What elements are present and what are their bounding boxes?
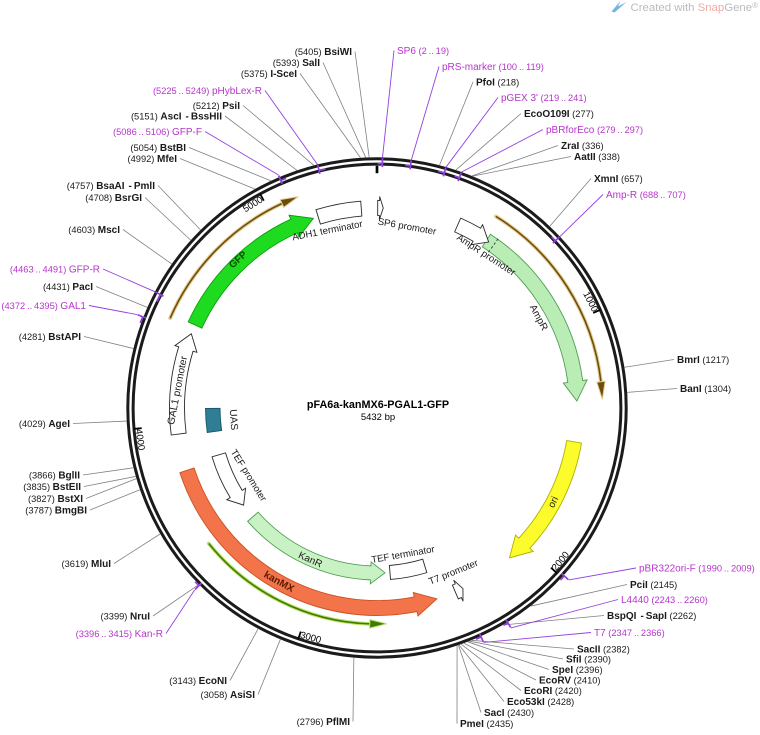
svg-text:(4463 .. 4491) GFP-R: (4463 .. 4491) GFP-R — [10, 265, 100, 276]
svg-text:(3835) BstEII: (3835) BstEII — [23, 482, 81, 493]
svg-text:EcoO109I (277): EcoO109I (277) — [524, 109, 594, 120]
svg-text:PfoI (218): PfoI (218) — [476, 78, 519, 89]
svg-text:(4708) BsrGI: (4708) BsrGI — [85, 193, 142, 204]
svg-text:PciI (2145): PciI (2145) — [630, 580, 677, 591]
svg-text:(3866) BglII: (3866) BglII — [29, 471, 80, 482]
svg-text:(5375) I-SceI: (5375) I-SceI — [241, 69, 297, 80]
svg-text:(4029) AgeI: (4029) AgeI — [19, 419, 70, 430]
svg-text:SacI (2430): SacI (2430) — [484, 708, 534, 719]
svg-text:(5054) BstBI: (5054) BstBI — [130, 143, 186, 154]
svg-text:SP6 (2 .. 19): SP6 (2 .. 19) — [397, 46, 449, 57]
svg-text:pBRforEco (279 .. 297): pBRforEco (279 .. 297) — [546, 125, 643, 136]
svg-text:(2796) PflMI: (2796) PflMI — [297, 717, 351, 728]
svg-text:BspQI - SapI (2262): BspQI - SapI (2262) — [607, 611, 696, 622]
svg-text:(4431) PacI: (4431) PacI — [43, 282, 93, 293]
svg-text:(3619) MluI: (3619) MluI — [62, 559, 112, 570]
svg-text:(5405) BsiWI: (5405) BsiWI — [295, 47, 352, 58]
svg-text:(4992) MfeI: (4992) MfeI — [128, 154, 178, 165]
svg-text:(3827) BstXI: (3827) BstXI — [28, 494, 83, 505]
svg-text:Amp-R (688 .. 707): Amp-R (688 .. 707) — [606, 190, 686, 201]
svg-text:(3787) BmgBI: (3787) BmgBI — [25, 506, 87, 517]
svg-text:(4603) MscI: (4603) MscI — [68, 225, 120, 236]
svg-text:(3396 .. 3415) Kan-R: (3396 .. 3415) Kan-R — [76, 629, 163, 640]
svg-text:(3143) EcoNI: (3143) EcoNI — [169, 676, 227, 687]
svg-text:EcoRV (2410): EcoRV (2410) — [539, 676, 601, 687]
svg-text:pFA6a-kanMX6-PGAL1-GFP: pFA6a-kanMX6-PGAL1-GFP — [307, 399, 449, 411]
svg-text:(5086 .. 5106) GFP-F: (5086 .. 5106) GFP-F — [113, 127, 202, 138]
svg-text:ZraI (336): ZraI (336) — [561, 141, 604, 152]
svg-text:(4757) BsaAI - PmlI: (4757) BsaAI - PmlI — [67, 181, 155, 192]
svg-text:pGEX 3' (219 .. 241): pGEX 3' (219 .. 241) — [501, 93, 587, 104]
svg-text:(4372 .. 4395) GAL1: (4372 .. 4395) GAL1 — [1, 301, 86, 312]
svg-text:AatII (338): AatII (338) — [574, 152, 620, 163]
svg-text:XmnI (657): XmnI (657) — [594, 174, 643, 185]
svg-text:Eco53kI (2428): Eco53kI (2428) — [507, 697, 574, 708]
svg-text:(4281) BstAPI: (4281) BstAPI — [19, 332, 81, 343]
svg-text:UAS: UAS — [227, 409, 239, 431]
svg-text:(5225 .. 5249) pHybLex-R: (5225 .. 5249) pHybLex-R — [153, 86, 262, 97]
svg-text:(3058) AsiSI: (3058) AsiSI — [201, 690, 256, 701]
svg-text:EcoRI (2420): EcoRI (2420) — [524, 686, 582, 697]
svg-text:PmeI (2435): PmeI (2435) — [460, 719, 513, 730]
svg-text:(5212) PsiI: (5212) PsiI — [193, 101, 240, 112]
svg-text:pBR322ori-F (1990 .. 2009): pBR322ori-F (1990 .. 2009) — [639, 564, 755, 575]
svg-text:T7 (2347 .. 2366): T7 (2347 .. 2366) — [594, 628, 665, 639]
svg-text:(5393) SalI: (5393) SalI — [273, 58, 320, 69]
svg-text:pRS-marker (100 .. 119): pRS-marker (100 .. 119) — [442, 62, 544, 73]
svg-text:(3399) NruI: (3399) NruI — [101, 612, 151, 623]
svg-text:SfiI (2390): SfiI (2390) — [566, 655, 611, 666]
svg-text:SpeI (2396): SpeI (2396) — [552, 665, 603, 676]
svg-text:5432 bp: 5432 bp — [361, 412, 395, 423]
svg-text:(5151) AscI - BssHII: (5151) AscI - BssHII — [131, 112, 222, 123]
svg-text:BmrI (1217): BmrI (1217) — [677, 355, 729, 366]
svg-text:BanI (1304): BanI (1304) — [680, 384, 731, 395]
svg-text:L4440 (2243 .. 2260): L4440 (2243 .. 2260) — [621, 595, 708, 606]
svg-text:Created with SnapGene®: Created with SnapGene® — [631, 1, 759, 14]
